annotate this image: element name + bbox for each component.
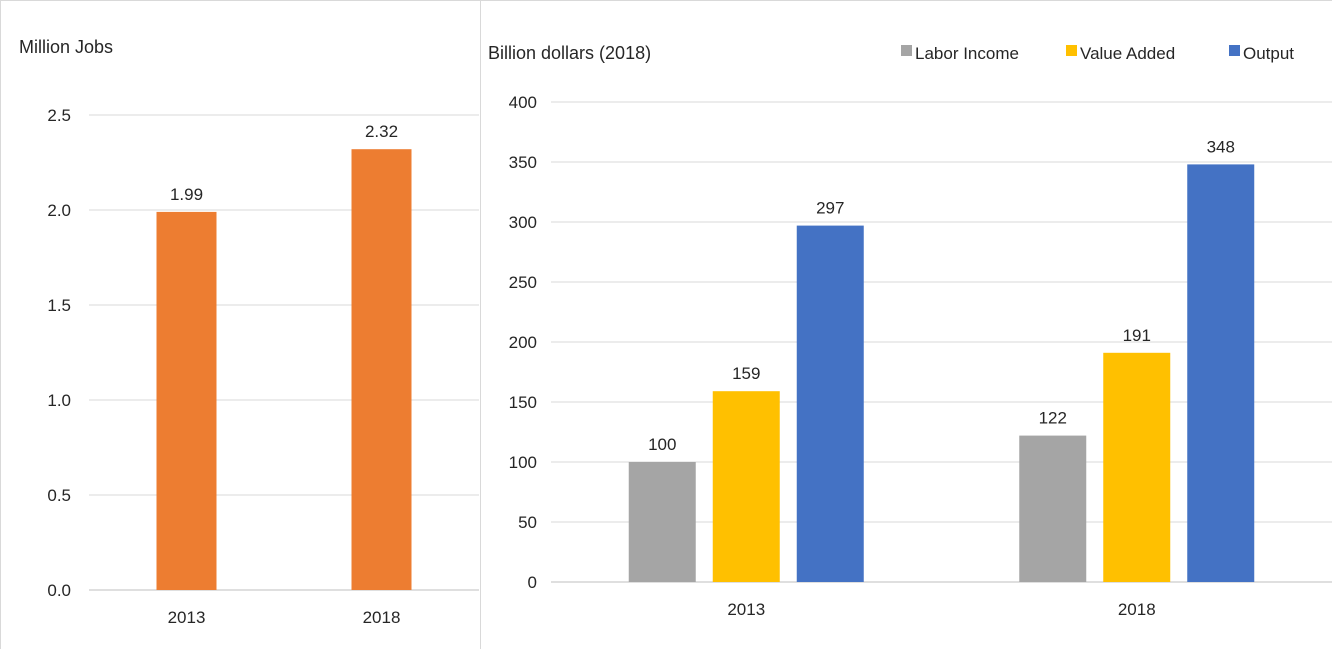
x-tick-label: 2013 [168, 608, 206, 627]
y-tick-label: 0.0 [47, 581, 71, 600]
data-label: 2.32 [365, 122, 398, 141]
legend-swatch-output [1229, 45, 1240, 56]
jobs-bar-chart: Million Jobs 0.0 0.5 1.0 1.5 2.0 2.5 2013 1.99 20… [19, 37, 479, 627]
y-tick-label: 300 [509, 213, 537, 232]
unit-label: Million Jobs [19, 37, 113, 57]
y-tick-label: 0 [528, 573, 537, 592]
legend-swatch-value-added [1066, 45, 1077, 56]
dollars-bar-chart: Billion dollars (2018) Labor Income Value … [488, 43, 1332, 619]
y-tick-label: 2.0 [47, 201, 71, 220]
bar-output-2018 [1187, 164, 1255, 582]
data-label: 159 [732, 364, 760, 383]
bar-value-added-2018 [1103, 352, 1171, 582]
y-tick-label: 400 [509, 93, 537, 112]
y-tick-label: 2.5 [47, 106, 71, 125]
bar-value-added-2013 [712, 391, 780, 582]
x-tick-label: 2018 [363, 608, 401, 627]
y-tick-label: 50 [518, 513, 537, 532]
y-tick-label: 250 [509, 273, 537, 292]
y-tick-label: 1.0 [47, 391, 71, 410]
data-label: 348 [1207, 137, 1235, 156]
y-tick-label: 1.5 [47, 296, 71, 315]
legend-label: Output [1243, 44, 1294, 63]
y-tick-label: 0.5 [47, 486, 71, 505]
unit-label: Billion dollars (2018) [488, 43, 651, 63]
legend-swatch-labor-income [901, 45, 912, 56]
data-label: 297 [816, 199, 844, 218]
y-tick-label: 350 [509, 153, 537, 172]
legend-label: Labor Income [915, 44, 1019, 63]
y-tick-label: 200 [509, 333, 537, 352]
bar-output-2013 [796, 225, 864, 582]
data-label: 191 [1123, 326, 1151, 345]
jobs-chart-panel: Million Jobs 0.0 0.5 1.0 1.5 2.0 2.5 2013 1.99 20… [0, 0, 480, 649]
bar-labor-income-2013 [628, 462, 696, 582]
economic-impact-chart-panel: Billion dollars (2018) Labor Income Value … [480, 0, 1332, 649]
data-label: 122 [1039, 409, 1067, 428]
data-label: 1.99 [170, 185, 203, 204]
legend-label: Value Added [1080, 44, 1175, 63]
bar-labor-income-2018 [1019, 435, 1087, 582]
y-tick-label: 150 [509, 393, 537, 412]
x-tick-label: 2013 [727, 600, 765, 619]
data-label: 100 [648, 435, 676, 454]
y-tick-label: 100 [509, 453, 537, 472]
bar-jobs-2018 [351, 149, 412, 590]
x-tick-label: 2018 [1118, 600, 1156, 619]
bar-jobs-2013 [156, 211, 217, 590]
